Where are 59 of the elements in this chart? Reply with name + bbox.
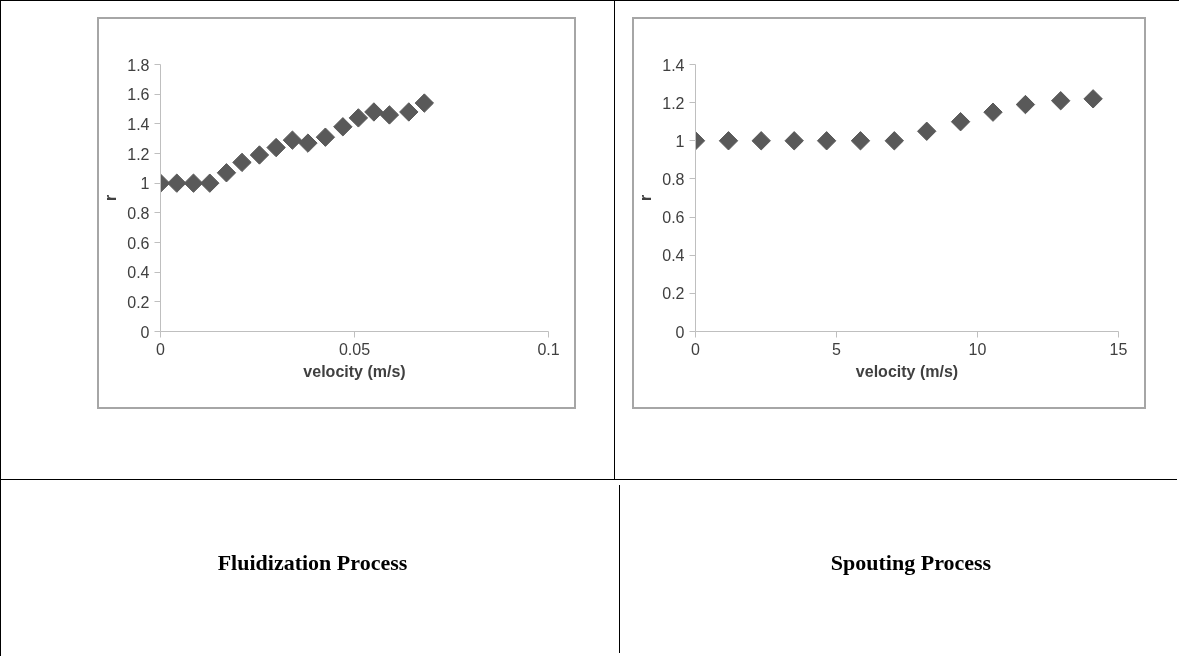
- point: [917, 121, 937, 141]
- point: [884, 131, 904, 151]
- y-tick-label: 0.2: [127, 293, 150, 311]
- point: [298, 133, 318, 153]
- point: [266, 137, 286, 158]
- point: [315, 127, 336, 147]
- point: [784, 131, 804, 151]
- point: [183, 173, 204, 193]
- point: [348, 108, 369, 128]
- y-tick-label: 0.2: [662, 285, 685, 303]
- point: [200, 173, 220, 193]
- y-axis-title: r: [102, 194, 120, 202]
- point: [282, 130, 303, 150]
- y-tick-label: 0: [140, 323, 150, 341]
- y-tick-label: 0.8: [662, 170, 685, 188]
- x-tick-label: 15: [1109, 340, 1128, 358]
- point: [249, 145, 270, 165]
- text: Spouting Process: [830, 549, 992, 577]
- point: [333, 117, 353, 137]
- x-axis-title: velocity (m/s): [303, 362, 406, 380]
- y-tick-label: 1.2: [127, 145, 150, 163]
- y-tick-label: 1.8: [127, 56, 150, 74]
- x-tick-label: 0.05: [338, 340, 371, 358]
- point: [1051, 91, 1071, 111]
- y-tick-label: 1.2: [662, 94, 685, 112]
- y-tick-label: 0.4: [127, 264, 150, 282]
- point: [399, 102, 419, 122]
- y-tick-label: 0.4: [662, 247, 685, 265]
- y-tick-label: 1.6: [127, 86, 150, 104]
- y-tick-label: 0.6: [127, 234, 150, 252]
- y-tick-label: 1: [140, 175, 150, 193]
- y-tick-label: 0.8: [127, 204, 150, 222]
- y-axis-title: r: [637, 194, 655, 202]
- y-tick-label: 0: [675, 323, 685, 341]
- x-tick-label: 10: [968, 340, 987, 358]
- y-tick-label: 1.4: [127, 115, 150, 133]
- point: [983, 102, 1003, 122]
- x-tick-label: 0: [156, 340, 166, 358]
- point: [1083, 89, 1103, 109]
- point: [1015, 94, 1036, 115]
- point: [364, 102, 384, 122]
- point: [232, 152, 252, 173]
- x-tick-label: 0: [691, 340, 701, 358]
- y-tick-label: 1: [675, 132, 685, 150]
- point: [167, 173, 187, 193]
- x-axis-title: velocity (m/s): [855, 362, 959, 380]
- point: [751, 131, 771, 151]
- point: [850, 131, 871, 151]
- text: Fluidization Process: [217, 549, 408, 577]
- x-tick-label: 5: [832, 340, 842, 358]
- y-tick-label: 1.4: [662, 56, 685, 74]
- point: [414, 93, 435, 113]
- point: [816, 131, 837, 151]
- point: [950, 112, 971, 132]
- point: [216, 163, 237, 183]
- y-tick-label: 0.6: [662, 209, 685, 227]
- x-tick-label: 0.1: [537, 340, 560, 358]
- point: [379, 105, 400, 125]
- point: [718, 131, 739, 151]
